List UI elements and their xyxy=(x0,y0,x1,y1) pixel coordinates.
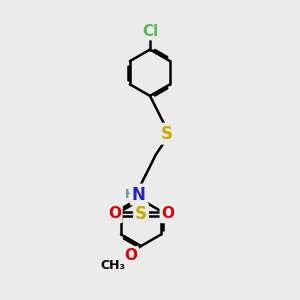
Text: S: S xyxy=(160,125,172,143)
Text: N: N xyxy=(132,186,145,204)
Text: O: O xyxy=(124,248,137,263)
Text: S: S xyxy=(135,205,147,223)
Text: CH₃: CH₃ xyxy=(100,260,125,272)
Text: H: H xyxy=(124,188,135,201)
Text: O: O xyxy=(161,206,174,221)
Text: Cl: Cl xyxy=(142,24,158,39)
Text: O: O xyxy=(108,206,121,221)
